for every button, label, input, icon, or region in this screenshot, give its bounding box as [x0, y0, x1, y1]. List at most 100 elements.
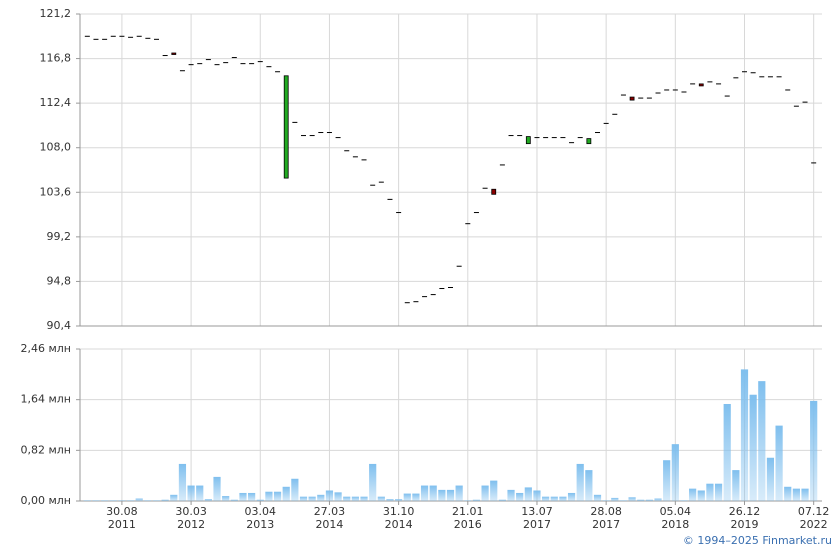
x-tick-label: 30.03 — [175, 505, 207, 518]
bar — [542, 496, 550, 501]
bar — [118, 500, 126, 501]
candle — [448, 287, 453, 289]
bar — [144, 500, 152, 501]
candle — [456, 265, 462, 267]
candle — [326, 132, 332, 134]
candle — [318, 132, 324, 134]
x-tick-label: 2014 — [385, 518, 413, 531]
candle — [672, 89, 678, 91]
bar — [273, 491, 282, 501]
candle — [249, 63, 255, 65]
bar — [524, 487, 532, 501]
x-tick-label: 2014 — [315, 518, 343, 531]
bar — [758, 381, 766, 501]
candle — [361, 159, 367, 161]
y-tick-label: 103,6 — [40, 185, 72, 198]
bar — [299, 496, 308, 501]
bar — [498, 499, 506, 501]
bar — [265, 491, 273, 501]
bar — [152, 500, 161, 501]
candle — [569, 142, 575, 144]
candle — [793, 105, 799, 107]
bar — [351, 496, 359, 501]
bar — [204, 499, 212, 501]
candle — [93, 38, 99, 40]
candle — [197, 63, 203, 65]
bar — [178, 463, 187, 501]
bar — [593, 494, 602, 501]
candle — [205, 59, 211, 61]
candle — [473, 212, 479, 214]
candle — [603, 122, 609, 124]
bar — [282, 486, 290, 501]
candle — [378, 181, 384, 183]
bar — [386, 499, 394, 501]
bar — [101, 500, 109, 501]
x-tick-label: 2022 — [800, 518, 828, 531]
bar — [689, 488, 697, 501]
candle — [136, 35, 142, 37]
bar — [135, 498, 143, 501]
bar — [663, 460, 671, 501]
candle — [508, 135, 514, 137]
bar — [697, 490, 705, 501]
candle — [767, 76, 773, 78]
bar — [230, 499, 238, 501]
bar — [680, 500, 688, 501]
candle — [802, 101, 808, 103]
bar — [611, 497, 619, 501]
bar — [429, 485, 437, 501]
candle — [145, 37, 151, 39]
bar — [810, 400, 818, 501]
x-tick-label: 27.03 — [314, 505, 346, 518]
candle — [344, 150, 350, 152]
candle — [352, 156, 358, 158]
candle — [301, 135, 306, 137]
bar — [403, 493, 411, 501]
candle — [655, 92, 661, 94]
candle — [577, 137, 583, 139]
candle — [214, 64, 220, 66]
bar — [109, 500, 117, 501]
candle — [638, 97, 644, 99]
candle — [84, 35, 90, 37]
candle — [750, 72, 756, 74]
x-tick-label: 28.08 — [590, 505, 622, 518]
candle — [733, 77, 739, 79]
bar — [170, 494, 178, 501]
bar — [464, 500, 472, 501]
bar — [576, 463, 584, 501]
candle — [179, 70, 185, 72]
bar — [420, 485, 429, 501]
bar — [481, 485, 489, 501]
x-tick-label: 2013 — [246, 518, 274, 531]
x-tick-label: 13.07 — [521, 505, 553, 518]
candle — [110, 35, 116, 37]
candle — [724, 95, 730, 97]
candle — [698, 83, 704, 87]
bar — [248, 492, 256, 501]
candle — [629, 96, 635, 101]
candle — [223, 62, 229, 64]
y-tick-label: 1,64 млн — [20, 393, 71, 406]
bar — [395, 499, 403, 501]
y-tick-label: 0,82 млн — [20, 443, 71, 456]
bar — [507, 489, 515, 501]
x-tick-label: 26.12 — [729, 505, 761, 518]
candle — [119, 35, 125, 37]
candle — [292, 121, 298, 123]
bar — [740, 369, 749, 501]
bar — [801, 488, 809, 501]
candle — [707, 81, 713, 83]
bar — [585, 470, 593, 501]
candle — [491, 188, 497, 195]
candle — [422, 296, 428, 298]
bar — [343, 496, 351, 501]
bar — [714, 483, 723, 501]
y-tick-label: 121,2 — [40, 7, 72, 20]
bar — [637, 499, 645, 501]
bar — [455, 485, 463, 501]
candle — [525, 136, 531, 145]
candle — [102, 38, 108, 40]
